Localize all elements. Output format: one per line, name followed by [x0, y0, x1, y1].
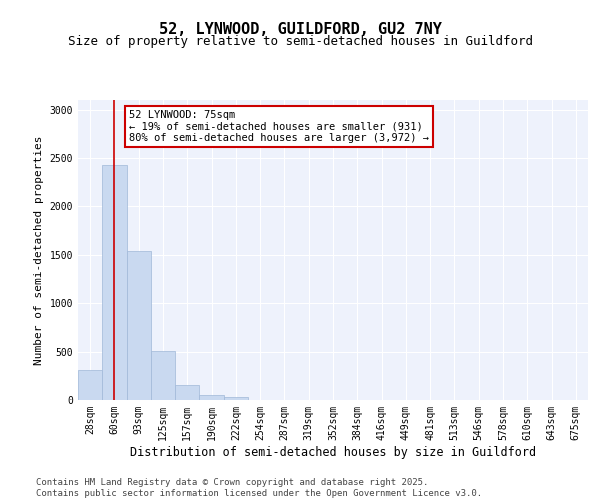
- X-axis label: Distribution of semi-detached houses by size in Guildford: Distribution of semi-detached houses by …: [130, 446, 536, 458]
- Bar: [175, 386, 199, 400]
- Bar: [224, 397, 248, 400]
- Bar: [127, 252, 151, 400]
- Bar: [151, 350, 175, 400]
- Bar: [78, 370, 102, 400]
- Bar: [102, 165, 127, 400]
- Text: Contains HM Land Registry data © Crown copyright and database right 2025.
Contai: Contains HM Land Registry data © Crown c…: [36, 478, 482, 498]
- Text: 52, LYNWOOD, GUILDFORD, GU2 7NY: 52, LYNWOOD, GUILDFORD, GU2 7NY: [158, 22, 442, 38]
- Bar: [199, 394, 224, 400]
- Text: Size of property relative to semi-detached houses in Guildford: Size of property relative to semi-detach…: [67, 35, 533, 48]
- Text: 52 LYNWOOD: 75sqm
← 19% of semi-detached houses are smaller (931)
80% of semi-de: 52 LYNWOOD: 75sqm ← 19% of semi-detached…: [129, 110, 429, 143]
- Y-axis label: Number of semi-detached properties: Number of semi-detached properties: [34, 135, 44, 365]
